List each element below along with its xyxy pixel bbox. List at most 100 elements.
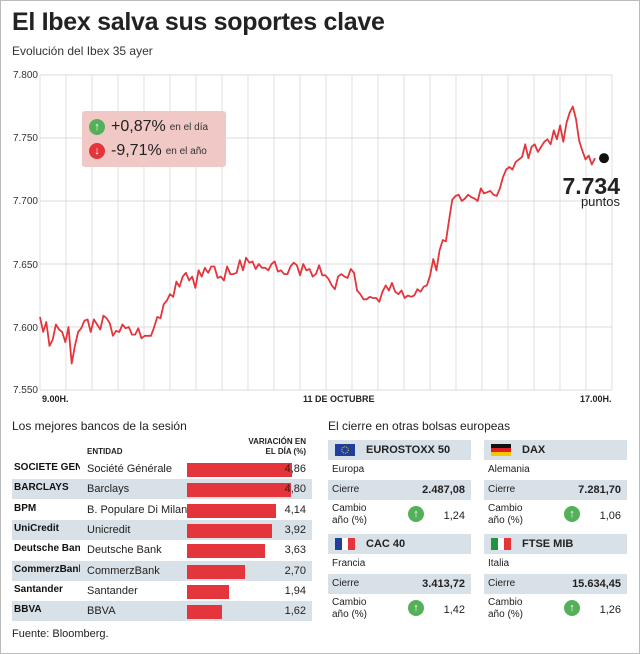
index-close-row: Cierre 2.487,08 [328,480,471,500]
bank-bar [187,483,291,498]
index-change-row: Cambio año (%) ↑ 1,26 [484,594,627,622]
y-tick-label: 7.600 [12,323,38,334]
bank-logo: SOCIETE GENERALE [14,462,80,473]
bank-row: Santander Santander 1,94 [12,581,312,601]
last-point-marker [599,153,609,164]
close-label: Cierre [488,484,516,495]
change-value: 1,24 [443,510,465,522]
bank-value: 4,14 [284,503,306,516]
change-label: Cambio año (%) [488,503,524,526]
banks-section-title: Los mejores bancos de la sesión [12,419,187,433]
y-tick-label: 7.750 [12,133,38,144]
bank-logo: Deutsche Bank [14,543,80,555]
bank-logo: BPM [14,502,37,514]
ibex-series-line [39,105,596,365]
y-tick-label: 7.650 [12,260,38,271]
bank-bar [187,523,272,538]
close-label: Cierre [488,578,516,589]
kpi-day-label: en el día [169,121,209,133]
y-tick-label: 7.700 [12,196,38,207]
bank-row: BARCLAYS Barclays 4,80 [12,479,312,500]
bank-row: BBVA BBVA 1,62 [12,601,312,622]
bank-logo: CommerzBank [14,563,80,575]
kpi-year: ↓ -9,71% en el año [89,141,207,161]
index-card: DAX Alemania Cierre 7.281,70 Cambio año (%) ↑… [484,440,627,528]
bank-bar [187,544,266,559]
kpi-year-value: -9,71% [111,142,162,159]
bank-bar [187,605,222,620]
index-header: CAC 40 [328,534,471,554]
source-note: Fuente: Bloomberg. [12,628,109,640]
change-value: 1,26 [599,604,621,616]
chart-subtitle: Evolución del Ibex 35 ayer [12,44,153,58]
arrow-up-icon: ↑ [564,600,580,616]
y-tick-label: 7.800 [12,70,38,81]
flag-it-icon [491,538,511,550]
bank-value: 3,63 [284,544,306,557]
arrow-up-icon: ↑ [89,119,105,135]
flag-fr-icon [335,538,355,550]
index-change-row: Cambio año (%) ↑ 1,24 [328,500,471,528]
bank-logo: Santander [14,583,63,595]
index-country: Francia [332,558,366,569]
bank-value: 3,92 [284,523,306,536]
index-close-row: Cierre 3.413,72 [328,574,471,594]
index-header: DAX [484,440,627,460]
index-name: EUROSTOXX 50 [366,444,451,456]
kpi-day: ↑ +0,87% en el día [89,117,208,137]
index-name: FTSE MIB [522,538,574,550]
bank-row: BPM B. Populare Di Milano 4,14 [12,500,312,520]
index-card: FTSE MIB Italia Cierre 15.634,45 Cambio año … [484,534,627,622]
col-header-variation: VARIACIÓN EN EL DÍA (%) [248,437,306,456]
x-tick-label: 9.00H. [42,394,69,404]
close-value: 15.634,45 [572,578,621,590]
ibex-line-chart [39,74,613,391]
bank-value: 4,80 [284,483,306,496]
index-country: Europa [332,464,365,475]
bank-name: Santander [87,584,138,597]
index-header: FTSE MIB [484,534,627,554]
bank-row: SOCIETE GENERALE Société Générale 4,86 [12,459,312,479]
bank-name: BBVA [87,605,116,618]
index-country: Italia [488,558,510,569]
bank-name: Société Générale [87,463,172,475]
arrow-down-icon: ↓ [89,143,105,159]
bank-bar [187,503,277,518]
kpi-box: ↑ +0,87% en el día ↓ -9,71% en el año [82,111,226,167]
x-tick-label: 11 DE OCTUBRE [303,394,375,404]
change-label: Cambio año (%) [332,597,368,620]
close-value: 7.281,70 [578,484,621,496]
index-name: DAX [522,444,546,456]
bank-name: Deutsche Bank [87,544,162,557]
page-title: El Ibex salva sus soportes clave [12,8,385,36]
bank-logo: BBVA [14,604,42,616]
change-value: 1,42 [443,604,465,616]
arrow-up-icon: ↑ [564,506,580,522]
close-label: Cierre [332,578,360,589]
indices-section-title: El cierre en otras bolsas europeas [328,419,511,433]
change-value: 1,06 [599,510,621,522]
bank-row: Deutsche Bank Deutsche Bank 3,63 [12,540,312,560]
close-label: Cierre [332,484,360,495]
bank-value: 1,62 [284,605,306,618]
bank-name: Barclays [87,483,130,496]
close-value: 2.487,08 [422,484,465,496]
index-country: Alemania [488,464,530,475]
bank-bar [187,564,246,579]
change-label: Cambio año (%) [488,597,524,620]
bank-name: B. Populare Di Milano [87,503,194,516]
kpi-year-label: en el año [165,145,207,157]
index-card: CAC 40 Francia Cierre 3.413,72 Cambio año (%… [328,534,471,622]
index-close-row: Cierre 7.281,70 [484,480,627,500]
bank-value: 2,70 [284,564,306,577]
flag-de-icon [491,444,511,456]
index-name: CAC 40 [366,538,406,550]
arrow-up-icon: ↑ [408,600,424,616]
close-value: 3.413,72 [422,578,465,590]
bank-bar [187,584,229,599]
change-label: Cambio año (%) [332,503,368,526]
bank-row: CommerzBank CommerzBank 2,70 [12,560,312,581]
index-change-row: Cambio año (%) ↑ 1,06 [484,500,627,528]
y-tick-label: 7.550 [12,385,38,396]
arrow-up-icon: ↑ [408,506,424,522]
